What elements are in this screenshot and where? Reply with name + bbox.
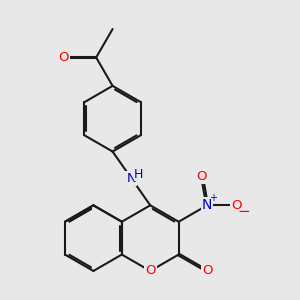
Text: O: O (202, 265, 212, 278)
Text: O: O (58, 51, 69, 64)
Text: N: N (202, 198, 212, 212)
Text: O: O (197, 170, 207, 183)
Text: N: N (127, 172, 136, 185)
Text: O: O (231, 199, 242, 212)
Text: H: H (134, 168, 143, 181)
Text: O: O (145, 265, 155, 278)
Text: +: + (209, 193, 217, 203)
Text: −: − (238, 204, 250, 219)
